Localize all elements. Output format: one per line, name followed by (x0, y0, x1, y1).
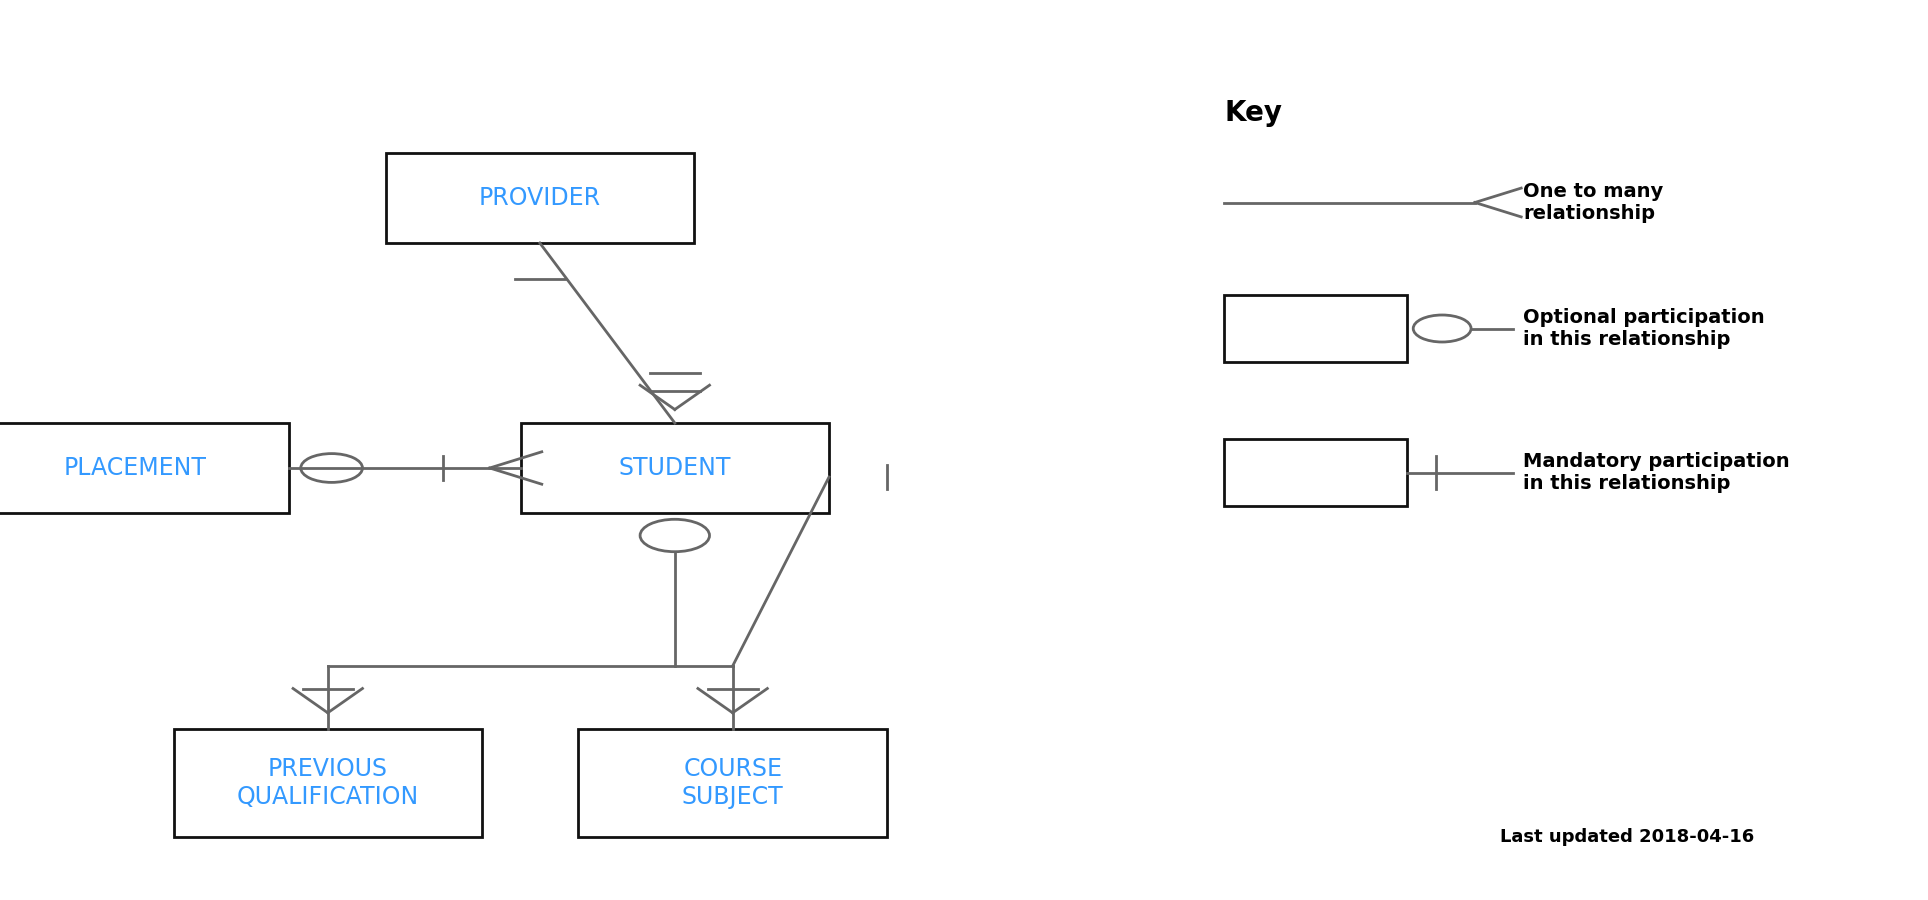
Text: COURSE
SUBJECT: COURSE SUBJECT (683, 757, 783, 809)
Text: Mandatory participation
in this relationship: Mandatory participation in this relation… (1523, 452, 1789, 493)
Text: Key: Key (1224, 99, 1282, 127)
FancyBboxPatch shape (0, 423, 289, 513)
FancyBboxPatch shape (386, 153, 694, 243)
FancyBboxPatch shape (1224, 295, 1407, 362)
Text: STUDENT: STUDENT (619, 456, 731, 480)
Text: PLACEMENT: PLACEMENT (64, 456, 206, 480)
Text: PROVIDER: PROVIDER (478, 186, 602, 210)
Text: PREVIOUS
QUALIFICATION: PREVIOUS QUALIFICATION (237, 757, 418, 809)
Text: Last updated 2018-04-16: Last updated 2018-04-16 (1500, 828, 1754, 846)
FancyBboxPatch shape (521, 423, 829, 513)
Text: Optional participation
in this relationship: Optional participation in this relations… (1523, 308, 1764, 349)
FancyBboxPatch shape (174, 729, 482, 837)
Text: One to many
relationship: One to many relationship (1523, 182, 1664, 223)
FancyBboxPatch shape (1224, 439, 1407, 506)
FancyBboxPatch shape (578, 729, 887, 837)
